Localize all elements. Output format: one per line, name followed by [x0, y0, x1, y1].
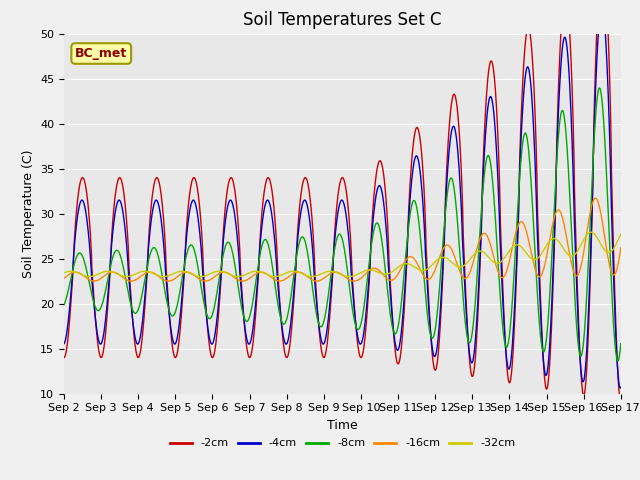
-16cm [60, 276, 68, 281]
-8cm [614, 358, 621, 364]
-8cm [184, 247, 191, 253]
-32cm [429, 261, 437, 267]
Legend: -2cm, -4cm, -8cm, -16cm, -32cm: -2cm, -4cm, -8cm, -16cm, -32cm [165, 434, 520, 453]
-4cm [551, 226, 559, 231]
-4cm [429, 348, 436, 354]
-2cm [60, 355, 68, 360]
-32cm [308, 274, 316, 279]
-4cm [598, 5, 605, 11]
Line: -2cm: -2cm [64, 0, 621, 402]
-16cm [591, 195, 599, 201]
Text: BC_met: BC_met [75, 47, 127, 60]
-16cm [502, 270, 509, 276]
-16cm [246, 275, 254, 281]
-32cm [502, 253, 509, 259]
-4cm [184, 222, 191, 228]
Line: -32cm: -32cm [64, 232, 621, 276]
-16cm [350, 278, 358, 284]
-2cm [502, 343, 509, 349]
-4cm [616, 385, 624, 391]
Line: -16cm: -16cm [64, 198, 621, 281]
-8cm [551, 196, 559, 202]
-2cm [184, 208, 191, 214]
-2cm [617, 399, 625, 405]
-8cm [596, 85, 604, 91]
-2cm [429, 356, 436, 362]
X-axis label: Time: Time [327, 419, 358, 432]
Title: Soil Temperatures Set C: Soil Temperatures Set C [243, 11, 442, 29]
-8cm [60, 302, 68, 308]
-32cm [60, 270, 68, 276]
-8cm [617, 341, 625, 347]
-4cm [246, 340, 254, 346]
-2cm [246, 354, 254, 360]
-32cm [184, 269, 191, 275]
Line: -4cm: -4cm [64, 8, 621, 388]
-2cm [551, 233, 559, 239]
-32cm [246, 270, 254, 276]
-4cm [502, 343, 509, 349]
-8cm [170, 312, 178, 317]
-16cm [551, 212, 559, 218]
-32cm [617, 231, 625, 237]
-4cm [170, 341, 178, 347]
Y-axis label: Soil Temperature (C): Soil Temperature (C) [22, 149, 35, 278]
-32cm [587, 229, 595, 235]
-16cm [170, 276, 178, 282]
-8cm [429, 335, 436, 341]
-2cm [170, 353, 178, 359]
-8cm [246, 312, 254, 318]
-8cm [502, 343, 509, 348]
-4cm [617, 384, 625, 390]
-32cm [170, 270, 178, 276]
-16cm [429, 271, 437, 277]
-4cm [60, 341, 68, 347]
-16cm [184, 269, 191, 275]
-16cm [617, 245, 625, 251]
Line: -8cm: -8cm [64, 88, 621, 361]
-32cm [551, 236, 559, 241]
